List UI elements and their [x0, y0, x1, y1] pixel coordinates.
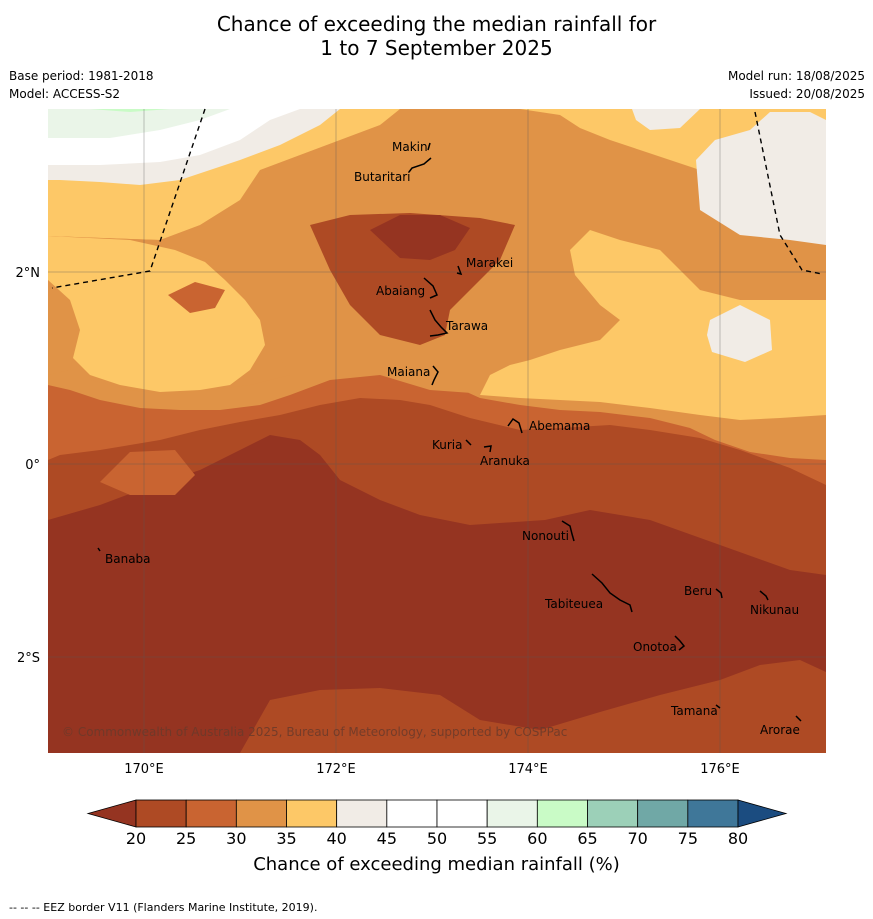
colorbar-segment-20-25	[135, 799, 187, 828]
lat-tick-0: 0°	[25, 458, 40, 473]
island-makin-shape	[427, 142, 431, 151]
map-field	[48, 109, 826, 753]
island-abaiang-shape	[423, 277, 438, 299]
colorbar-tick-35: 35	[276, 829, 296, 848]
band-40-45-upper	[48, 109, 826, 180]
band-30-35-pocket-west	[168, 282, 225, 313]
label-maiana: Maiana	[387, 365, 430, 379]
band-45-50-top	[632, 109, 700, 130]
band-20-25-core-top	[370, 215, 470, 260]
map-title-line1: Chance of exceeding the median rainfall …	[216, 12, 657, 36]
band-55-60	[48, 109, 230, 138]
band-25-30-core	[310, 213, 515, 345]
eez-border-east	[754, 111, 823, 275]
lon-tick-176e: 176°E	[700, 762, 740, 777]
band-25-30-south	[240, 660, 826, 753]
island-abemama-shape	[507, 417, 523, 434]
graticule	[48, 109, 826, 753]
colorbar-segment-55-60	[486, 799, 538, 828]
colorbar-tick-65: 65	[577, 829, 597, 848]
band-40-45-left	[48, 236, 265, 392]
label-kuria: Kuria	[432, 438, 463, 452]
colorbar-tick-70: 70	[627, 829, 647, 848]
label-beru: Beru	[684, 584, 712, 598]
colorbar-tick-20: 20	[126, 829, 146, 848]
label-tabiteuea: Tabiteuea	[544, 597, 603, 611]
copyright-notice: © Commonwealth of Australia 2025, Bureau…	[62, 725, 567, 739]
island-arorae-shape	[795, 715, 802, 722]
colorbar-segment-25-30	[185, 799, 237, 828]
label-arorae: Arorae	[760, 723, 800, 737]
model-run: Model run: 18/08/2025	[727, 69, 865, 83]
map-title-line2: 1 to 7 September 2025	[320, 36, 553, 60]
colorbar-segment-65-70	[587, 799, 639, 828]
colorbar-title: Chance of exceeding median rainfall (%)	[253, 854, 620, 875]
colorbar-segment-60-65	[536, 799, 588, 828]
colorbar-tick-55: 55	[477, 829, 497, 848]
eez-border-west	[51, 108, 206, 289]
island-butaritari-shape	[408, 157, 432, 173]
eez-border	[51, 108, 823, 289]
island-maiana-shape	[431, 365, 439, 386]
island-tabiteuea-shape	[591, 573, 633, 613]
colorbar-tick-40: 40	[326, 829, 346, 848]
label-marakei: Marakei	[466, 256, 513, 270]
colorbar-segment-70-75	[637, 799, 689, 828]
colorbar-segment-30-35	[235, 799, 287, 828]
colorbar-tick-50: 50	[427, 829, 447, 848]
model-name: Model: ACCESS-S2	[9, 87, 121, 101]
island-tamana-shape	[715, 704, 721, 709]
label-tarawa: Tarawa	[445, 319, 488, 333]
colorbar-segment-45-50	[386, 799, 438, 828]
colorbar-tick-75: 75	[678, 829, 698, 848]
colorbar-segment-40-45	[336, 799, 388, 828]
issued-date: Issued: 20/08/2025	[749, 87, 865, 101]
label-nonouti: Nonouti	[522, 529, 569, 543]
band-40-45	[48, 109, 826, 420]
eez-footnote: -- -- -- EEZ border V11 (Flanders Marine…	[9, 901, 318, 914]
label-abaiang: Abaiang	[376, 284, 425, 298]
label-banaba: Banaba	[105, 552, 151, 566]
lon-tick-174e: 174°E	[508, 762, 548, 777]
island-kuria-shape	[465, 439, 472, 446]
label-nikunau: Nikunau	[750, 603, 799, 617]
label-abemama: Abemama	[529, 419, 590, 433]
label-makin: Makin	[392, 140, 428, 154]
colorbar-segment-50-55	[436, 799, 488, 828]
islands	[97, 142, 802, 722]
label-butaritari: Butaritari	[354, 170, 411, 184]
colorbar-extend-high	[737, 799, 788, 828]
band-60-65	[90, 109, 170, 112]
label-aranuka: Aranuka	[480, 454, 530, 468]
label-onotoa: Onotoa	[633, 640, 677, 654]
colorbar-tick-60: 60	[527, 829, 547, 848]
band-45-50-east	[707, 305, 772, 362]
band-30-35-pocket	[100, 450, 195, 495]
colorbar-segment-75-80	[687, 799, 739, 828]
lat-tick-2n: 2°N	[16, 266, 41, 281]
island-aranuka-shape	[483, 445, 492, 453]
island-nikunau-shape	[759, 590, 769, 601]
island-marakei-shape	[456, 265, 463, 276]
colorbar-tick-25: 25	[176, 829, 196, 848]
colorbar-segment-35-40	[286, 799, 338, 828]
island-banaba-shape	[97, 547, 101, 552]
base-period: Base period: 1981-2018	[9, 69, 154, 83]
lon-tick-172e: 172°E	[316, 762, 356, 777]
colorbar: 20 25 30 35 40 45 50 55 60 65 70 75 80	[86, 799, 788, 848]
colorbar-tick-80: 80	[728, 829, 748, 848]
colorbar-tick-45: 45	[377, 829, 397, 848]
label-tamana: Tamana	[670, 704, 718, 718]
lat-tick-2s: 2°S	[17, 651, 40, 666]
band-45-50-ne	[696, 112, 826, 245]
island-onotoa-shape	[674, 635, 686, 651]
band-35-40-inner	[48, 280, 80, 375]
colorbar-extend-low	[86, 799, 137, 828]
island-tarawa-shape	[429, 309, 449, 337]
island-nonouti-shape	[561, 520, 575, 542]
lon-tick-170e: 170°E	[124, 762, 164, 777]
island-beru-shape	[715, 588, 723, 599]
colorbar-tick-30: 30	[226, 829, 246, 848]
